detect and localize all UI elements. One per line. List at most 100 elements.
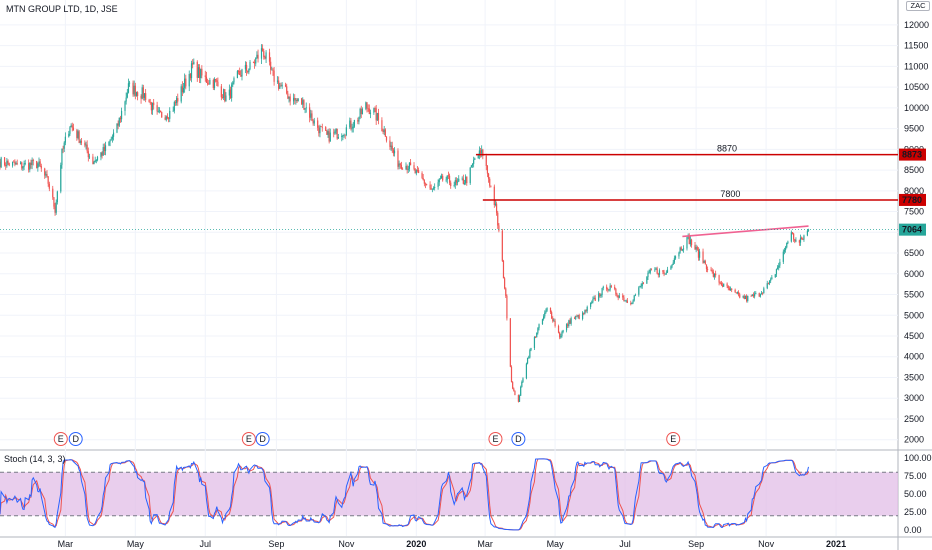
candle-body xyxy=(166,116,169,119)
dividend-marker[interactable] xyxy=(511,432,526,446)
candle-body xyxy=(432,187,435,189)
candle-body xyxy=(172,110,174,112)
candle-body xyxy=(497,212,499,226)
candle-body xyxy=(721,285,724,287)
time-tick-label: 2020 xyxy=(406,539,426,549)
candle-body xyxy=(151,102,154,111)
candle-body xyxy=(712,271,714,277)
candle-body xyxy=(599,293,601,297)
time-axis: Mar May Jul Sep Nov 2020 Mar May Jul Sep Nov 2021 xyxy=(58,539,846,549)
candle-body xyxy=(594,297,596,301)
candle-body xyxy=(670,266,672,270)
candle-body xyxy=(84,142,86,146)
candle-body xyxy=(482,149,484,157)
candle-body xyxy=(111,136,113,139)
candle-body xyxy=(344,134,346,136)
candle-body xyxy=(116,123,118,133)
earnings-marker[interactable] xyxy=(53,432,68,446)
candle-body xyxy=(382,131,384,133)
candle-body xyxy=(159,110,162,112)
candle-body xyxy=(333,132,335,134)
candle-body xyxy=(318,127,320,134)
candle-body xyxy=(723,283,725,287)
candle-body xyxy=(586,306,588,312)
candle-body xyxy=(361,109,364,114)
candle-body xyxy=(327,131,329,135)
candle-body xyxy=(263,50,265,58)
candle-body xyxy=(760,293,763,295)
candle-body xyxy=(76,130,78,138)
candle-body xyxy=(537,328,539,333)
candle-body xyxy=(607,289,609,291)
candle-body xyxy=(479,150,482,154)
candle-body xyxy=(265,52,267,59)
candle-body xyxy=(654,269,656,271)
candle-body xyxy=(665,272,667,274)
earnings-marker[interactable] xyxy=(666,432,681,446)
candle-body xyxy=(501,230,503,261)
candle-body xyxy=(584,310,586,314)
candle-body xyxy=(351,128,353,130)
candle-body xyxy=(450,182,452,187)
candle-body xyxy=(734,289,736,293)
time-tick-label: Nov xyxy=(338,539,355,549)
candle-body xyxy=(416,170,419,171)
candle-body xyxy=(385,136,388,141)
stoch-tick-label: 25.00 xyxy=(904,507,927,517)
candle-body xyxy=(787,241,789,243)
price-tick-label: 5000 xyxy=(904,310,924,320)
price-tick-label: 7500 xyxy=(904,207,924,217)
candle-body xyxy=(24,163,26,164)
earnings-marker[interactable] xyxy=(488,432,503,446)
candle-body xyxy=(688,235,690,245)
candle-body xyxy=(521,381,523,387)
candle-body xyxy=(737,292,740,295)
dividend-marker[interactable] xyxy=(68,432,83,446)
candle-body xyxy=(279,85,281,89)
candle-body xyxy=(397,150,399,167)
earnings-marker[interactable] xyxy=(241,432,256,446)
candle-body xyxy=(278,80,280,89)
price-level-tag xyxy=(899,148,926,161)
candle-body xyxy=(568,320,570,326)
candle-body xyxy=(252,61,255,63)
candle-body xyxy=(768,280,771,284)
candle-body xyxy=(533,337,536,348)
candle-body xyxy=(148,99,150,103)
candle-body xyxy=(334,131,336,134)
candle-body xyxy=(32,159,34,162)
candle-body xyxy=(690,239,693,246)
candle-body xyxy=(142,87,144,98)
stoch-indicator-label[interactable]: Stoch (14, 3, 3) xyxy=(4,454,66,464)
candle-body xyxy=(137,92,139,97)
candle-body xyxy=(489,178,491,186)
candle-body xyxy=(71,125,73,128)
candle-body xyxy=(8,163,10,166)
candle-body xyxy=(429,184,431,189)
candle-body xyxy=(624,300,626,302)
candle-body xyxy=(198,67,201,79)
stoch-k-line xyxy=(0,458,809,531)
candle-body xyxy=(682,248,685,250)
dividend-marker[interactable] xyxy=(255,432,270,446)
candle-body xyxy=(357,120,359,122)
candle-body xyxy=(93,162,95,165)
candle-body xyxy=(95,160,97,162)
candle-body xyxy=(406,166,408,170)
candle-body xyxy=(481,149,483,154)
candle-body xyxy=(728,288,731,291)
candle-body xyxy=(774,274,776,278)
candle-body xyxy=(705,264,708,270)
time-tick-label: 2021 xyxy=(826,539,846,549)
candle-body xyxy=(177,98,179,102)
candle-body xyxy=(254,62,256,64)
candle-body xyxy=(352,126,354,129)
candle-body xyxy=(125,97,127,102)
candle-body xyxy=(400,165,403,169)
candle-body xyxy=(319,126,321,134)
price-tick-label: 3000 xyxy=(904,393,924,403)
candle-body xyxy=(112,132,115,137)
candle-body xyxy=(192,63,194,65)
candle-body xyxy=(657,273,659,275)
